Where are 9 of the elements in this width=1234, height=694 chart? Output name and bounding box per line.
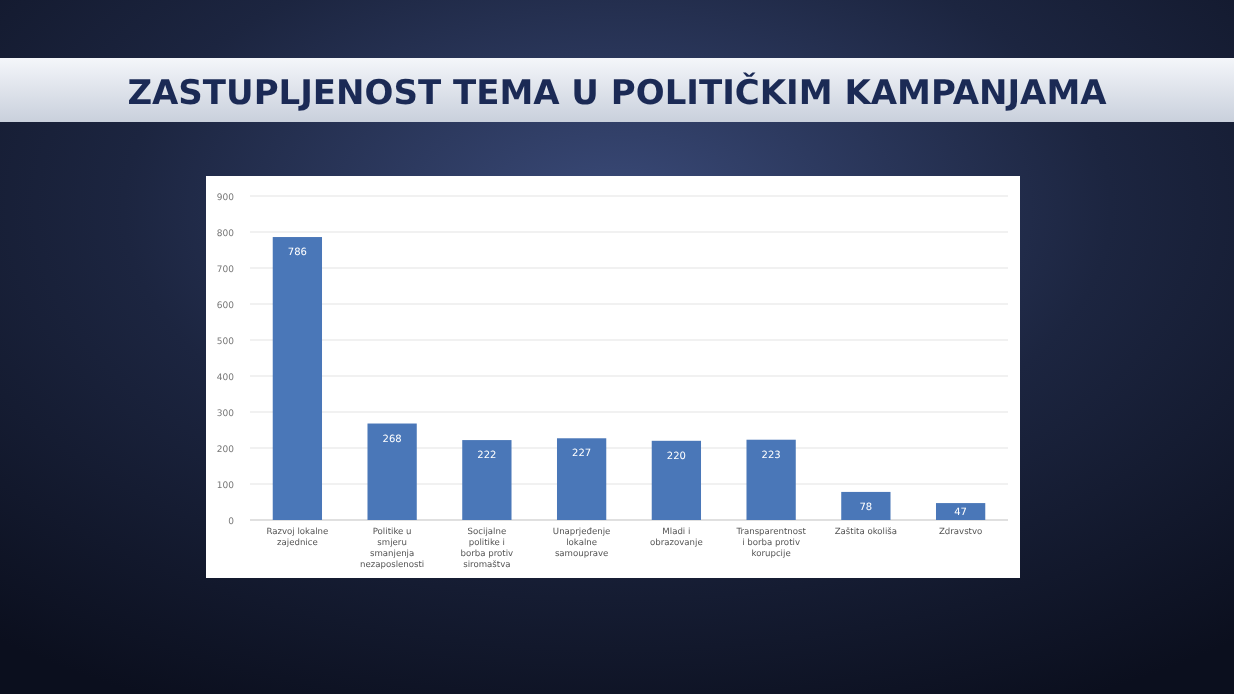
bar — [462, 440, 512, 520]
bar — [746, 439, 796, 520]
bar — [651, 440, 702, 520]
chart-title: ZASTUPLJENOST TEMA U POLITIČKIM KAMPANJAMA — [127, 72, 1109, 114]
bar — [841, 491, 891, 520]
bar — [367, 423, 417, 520]
bar — [272, 237, 323, 520]
bar — [935, 503, 986, 520]
bar — [556, 438, 607, 520]
